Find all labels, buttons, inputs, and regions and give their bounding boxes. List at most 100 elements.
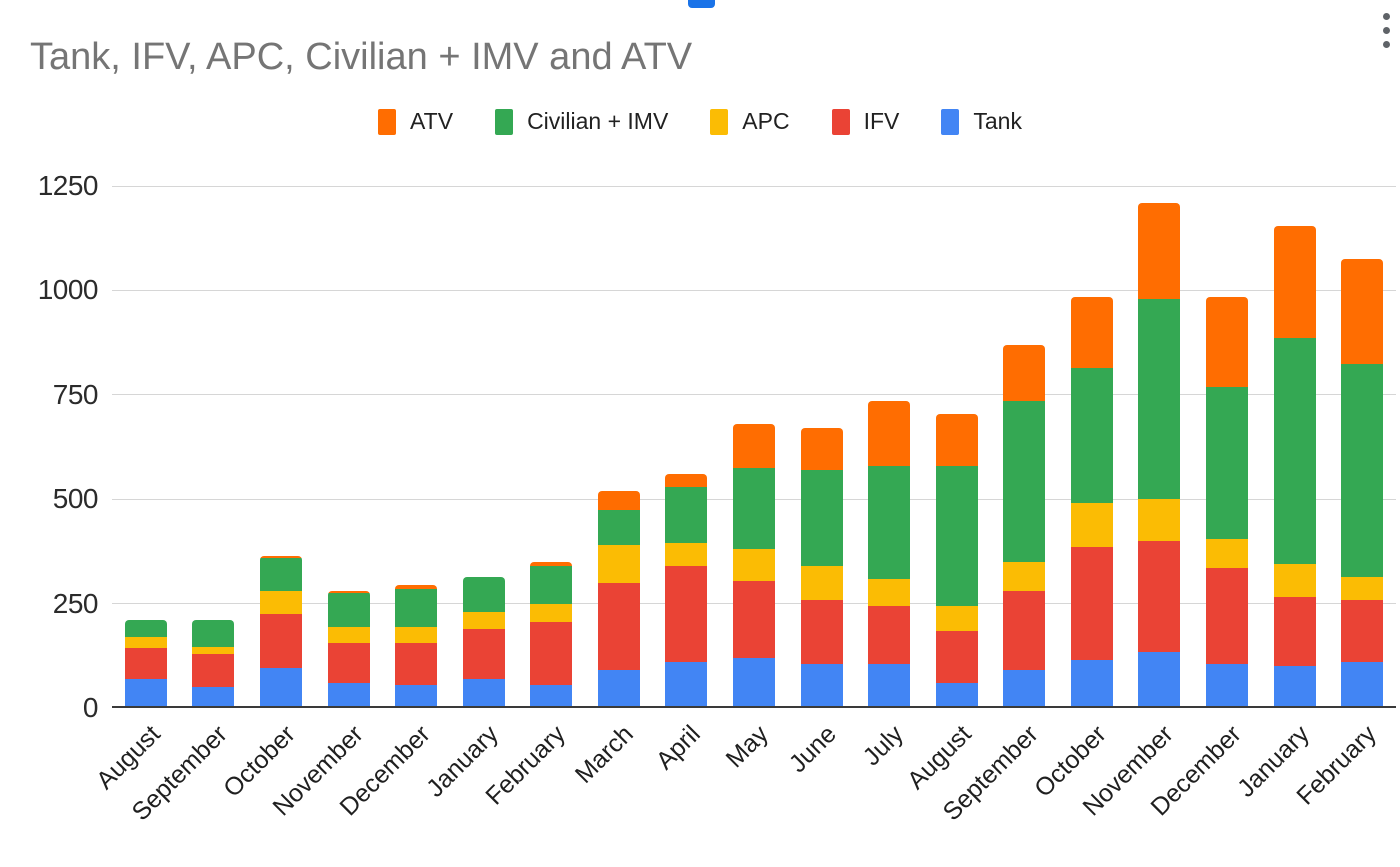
bar-segment-ifv[interactable] [868,605,911,665]
chart-options-kebab-menu-icon[interactable] [1371,6,1400,58]
bar-segment-tank[interactable] [395,685,438,708]
legend-item-apc[interactable]: APC [710,108,790,135]
bar-segment-ifv[interactable] [800,599,843,665]
bar-segment-apc[interactable] [597,545,640,583]
bar-segment-ifv[interactable] [395,643,438,685]
bar-segment-atv[interactable] [1273,225,1316,339]
bar-segment-civilian-imv[interactable] [665,486,708,544]
bar-segment-tank[interactable] [327,682,370,708]
bar-segment-atv[interactable] [530,561,573,567]
bar-segment-apc[interactable] [530,603,573,623]
bar-segment-tank[interactable] [1070,660,1113,708]
bar-segment-apc[interactable] [935,605,978,631]
legend-item-tank[interactable]: Tank [941,108,1022,135]
bar-segment-atv[interactable] [597,490,640,510]
bar-segment-tank[interactable] [124,678,167,708]
bar-segment-atv[interactable] [1003,344,1046,402]
bar-segment-civilian-imv[interactable] [1206,386,1249,540]
bar-segment-apc[interactable] [1070,503,1113,548]
bar-segment-ifv[interactable] [327,643,370,683]
bar-segment-apc[interactable] [395,626,438,644]
bar-segment-tank[interactable] [1138,651,1181,708]
bar-segment-civilian-imv[interactable] [1341,363,1384,577]
bar-segment-atv[interactable] [665,474,708,487]
bar-segment-ifv[interactable] [1003,591,1046,671]
bar-segment-apc[interactable] [868,578,911,606]
bar-segment-tank[interactable] [665,662,708,708]
bar-segment-atv[interactable] [868,401,911,466]
bar-segment-tank[interactable] [868,664,911,708]
bar-segment-civilian-imv[interactable] [935,465,978,606]
legend-item-ifv[interactable]: IFV [831,108,899,135]
bar-segment-civilian-imv[interactable] [327,593,370,627]
bar-segment-tank[interactable] [732,657,775,708]
bar-segment-civilian-imv[interactable] [462,576,505,613]
bar-segment-apc[interactable] [327,626,370,644]
bar-segment-apc[interactable] [1341,576,1384,600]
bar-segment-atv[interactable] [1138,202,1181,299]
bar-segment-civilian-imv[interactable] [1138,298,1181,500]
bar-segment-ifv[interactable] [732,580,775,658]
bar-segment-atv[interactable] [1341,259,1384,364]
bar-segment-apc[interactable] [1003,561,1046,592]
bar-segment-civilian-imv[interactable] [868,465,911,579]
bar-segment-ifv[interactable] [259,614,302,669]
bar-segment-atv[interactable] [395,584,438,589]
bar-segment-civilian-imv[interactable] [1003,401,1046,562]
bar-segment-tank[interactable] [530,685,573,708]
bar-segment-civilian-imv[interactable] [192,620,235,648]
legend-item-atv[interactable]: ATV [378,108,453,135]
bar-segment-tank[interactable] [1341,662,1384,708]
bar-segment-tank[interactable] [935,682,978,708]
bar-segment-apc[interactable] [800,566,843,600]
bar-segment-ifv[interactable] [462,628,505,679]
bar-segment-atv[interactable] [1070,296,1113,368]
bar-segment-tank[interactable] [597,670,640,708]
bar-segment-atv[interactable] [935,413,978,466]
bar-segment-ifv[interactable] [124,647,167,679]
bar-segment-civilian-imv[interactable] [732,467,775,550]
bar-segment-tank[interactable] [1206,664,1249,708]
bar-segment-apc[interactable] [1273,563,1316,598]
bar-segment-ifv[interactable] [597,582,640,671]
bar-segment-apc[interactable] [1206,539,1249,569]
bar-segment-civilian-imv[interactable] [597,509,640,546]
bar-segment-apc[interactable] [462,612,505,629]
bar-segment-ifv[interactable] [530,622,573,685]
bar-segment-tank[interactable] [462,678,505,708]
bar-segment-tank[interactable] [800,664,843,708]
bar-segment-apc[interactable] [732,549,775,581]
bar-segment-ifv[interactable] [1341,599,1384,663]
bar-segment-ifv[interactable] [192,653,235,688]
bar-segment-atv[interactable] [800,428,843,471]
bar-segment-tank[interactable] [192,687,235,708]
kebab-dot [1382,13,1390,20]
bar-segment-apc[interactable] [192,647,235,654]
bar-segment-civilian-imv[interactable] [1273,338,1316,564]
bar-segment-atv[interactable] [259,555,302,558]
bar-segment-atv[interactable] [327,591,370,594]
bar-segment-civilian-imv[interactable] [259,557,302,592]
bar-segment-civilian-imv[interactable] [1070,367,1113,504]
legend-item-civilian-imv[interactable]: Civilian + IMV [495,108,668,135]
bar-segment-ifv[interactable] [1206,568,1249,665]
bar-segment-apc[interactable] [665,543,708,567]
bar-segment-civilian-imv[interactable] [530,566,573,604]
bar-segment-tank[interactable] [259,668,302,708]
bar-segment-ifv[interactable] [1138,540,1181,652]
x-axis-label: May [720,720,774,774]
bar-segment-civilian-imv[interactable] [800,470,843,567]
bar-segment-civilian-imv[interactable] [124,620,167,638]
bar-segment-civilian-imv[interactable] [395,588,438,627]
bar-segment-ifv[interactable] [1273,597,1316,667]
bar-segment-tank[interactable] [1003,670,1046,708]
bar-segment-ifv[interactable] [935,630,978,683]
bar-segment-ifv[interactable] [1070,547,1113,660]
bar-segment-ifv[interactable] [665,566,708,663]
bar-segment-atv[interactable] [1206,296,1249,387]
bar-segment-apc[interactable] [124,637,167,648]
bar-segment-tank[interactable] [1273,666,1316,708]
bar-segment-atv[interactable] [732,424,775,468]
bar-segment-apc[interactable] [259,591,302,615]
bar-segment-apc[interactable] [1138,499,1181,541]
